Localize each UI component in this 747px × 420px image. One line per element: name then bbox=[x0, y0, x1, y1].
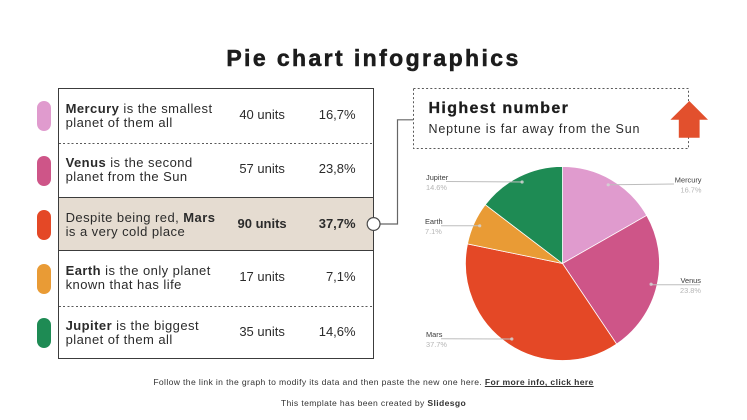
svg-text:14.6%: 14.6% bbox=[426, 183, 447, 192]
svg-text:16.7%: 16.7% bbox=[681, 186, 702, 195]
svg-text:Jupiter: Jupiter bbox=[426, 173, 449, 182]
svg-text:Mars: Mars bbox=[426, 330, 443, 339]
svg-text:7.1%: 7.1% bbox=[425, 227, 442, 236]
svg-text:23.8%: 23.8% bbox=[680, 286, 701, 295]
svg-text:37.7%: 37.7% bbox=[426, 340, 447, 349]
svg-text:Earth: Earth bbox=[425, 217, 443, 226]
svg-text:Mercury: Mercury bbox=[675, 176, 702, 185]
svg-text:Venus: Venus bbox=[680, 276, 701, 285]
